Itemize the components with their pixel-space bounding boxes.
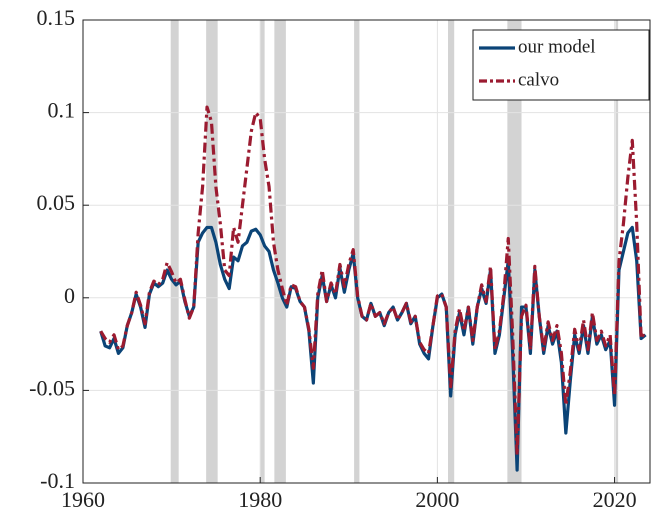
y-tick-label: -0.1 [40,468,75,493]
axes-frame [82,19,651,484]
shaded-span [615,20,619,483]
y-tick-label: -0.05 [29,375,75,400]
plot-area [83,20,650,483]
x-tick-label: 1960 [61,487,105,512]
shaded-span [206,20,218,483]
shaded-span [507,20,522,483]
shaded-span [448,20,455,483]
legend-label: calvo [518,69,559,90]
shaded-span [274,20,286,483]
y-tick-label: 0.05 [37,190,76,215]
y-tick-label: 0.1 [48,98,76,123]
y-tick-label: 0.15 [37,5,76,30]
x-tick-label: 1980 [238,487,282,512]
y-tick-label: 0 [64,283,75,308]
line-series [99,105,647,457]
shaded-span [354,20,360,483]
x-tick-label: 2020 [593,487,637,512]
legend-box [472,29,650,101]
x-tick-label: 2000 [415,487,459,512]
shaded-span [260,20,265,483]
shaded-span [170,20,179,483]
line-series [99,225,647,472]
legend-label: our model [518,36,596,57]
